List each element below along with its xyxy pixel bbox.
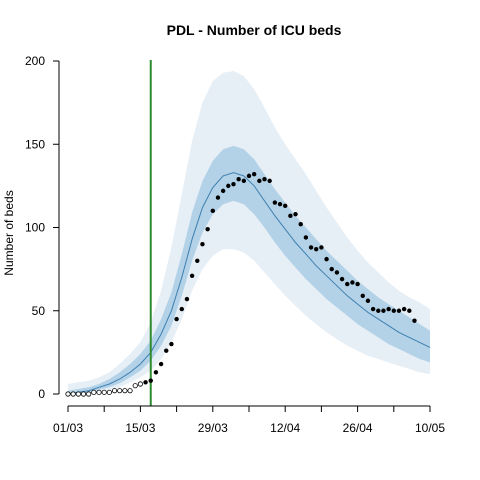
x-tick-label: 29/03 (198, 421, 228, 435)
observed-point-filled (329, 266, 334, 272)
median-projection-line (67, 172, 431, 395)
observed-point-open (132, 383, 138, 389)
observed-point-filled (401, 306, 407, 312)
observed-point-filled (179, 306, 184, 312)
observed-point-filled (257, 178, 262, 184)
observed-point-filled (205, 226, 210, 232)
observed-point-filled (319, 245, 324, 250)
observed-point-filled (396, 308, 402, 313)
observed-point-filled (334, 270, 340, 275)
observed-point-open (106, 389, 112, 395)
observed-point-filled (251, 172, 257, 177)
observed-points-before (65, 381, 143, 397)
observed-point-filled (308, 245, 314, 250)
observed-point-filled (293, 211, 298, 217)
outer-uncertainty-band (68, 71, 430, 394)
observed-point-filled (189, 273, 195, 278)
y-axis-label: Number of beds (2, 190, 16, 275)
observed-point-filled (391, 308, 396, 313)
x-tick-label: 10/05 (415, 421, 445, 435)
observed-point-open (91, 389, 97, 395)
x-tick-label: 12/04 (270, 421, 300, 435)
uncertainty-bands (68, 71, 430, 394)
y-tick-label: 100 (25, 221, 45, 235)
observed-point-filled (277, 201, 283, 207)
observed-point-open (101, 389, 107, 395)
observed-point-filled (360, 293, 365, 298)
x-axis: 01/03 15/03 29/03 12/04 26/04 10/05 (53, 405, 445, 435)
observed-points-after (143, 172, 417, 385)
observed-point-open (70, 391, 76, 397)
observed-point-open (137, 381, 143, 387)
observed-point-filled (267, 178, 272, 184)
observed-point-filled (153, 370, 159, 375)
observed-point-filled (210, 208, 215, 214)
observed-point-filled (236, 177, 241, 182)
observed-point-filled (215, 195, 221, 200)
observed-point-filled (164, 348, 169, 353)
observed-point-filled (370, 306, 376, 312)
observed-point-filled (298, 221, 303, 227)
observed-point-open (86, 391, 92, 397)
y-tick-label: 0 (38, 387, 45, 401)
observed-point-filled (288, 213, 293, 219)
observed-point-filled (158, 361, 164, 367)
x-tick-label: 26/04 (343, 421, 373, 435)
observed-point-open (80, 391, 87, 397)
observed-point-filled (314, 246, 319, 252)
y-tick-label: 150 (25, 137, 45, 151)
observed-point-filled (184, 296, 190, 302)
observed-point-open (96, 389, 102, 395)
observed-point-filled (376, 308, 381, 313)
observed-point-filled (386, 306, 391, 312)
observed-point-open (122, 388, 128, 394)
observed-point-open (65, 391, 71, 397)
observed-point-open (75, 391, 81, 397)
chart-title: PDL - Number of ICU beds (167, 22, 342, 38)
observed-point-open (117, 388, 123, 394)
observed-point-filled (231, 182, 236, 187)
observed-point-filled (407, 308, 412, 313)
observed-point-filled (226, 183, 231, 189)
observed-point-filled (195, 258, 200, 263)
observed-point-filled (381, 308, 386, 313)
observed-point-filled (143, 380, 148, 385)
observed-point-filled (345, 281, 350, 287)
observed-point-filled (350, 280, 355, 285)
observed-point-filled (174, 316, 179, 322)
observed-point-filled (148, 378, 153, 383)
observed-point-filled (412, 318, 417, 323)
y-tick-label: 200 (25, 54, 45, 68)
observed-point-filled (355, 281, 360, 287)
observed-point-filled (303, 235, 309, 240)
y-tick-label: 50 (32, 304, 46, 318)
observed-point-filled (220, 188, 226, 194)
observed-point-filled (200, 241, 205, 247)
observed-point-filled (262, 177, 267, 182)
observed-point-filled (283, 203, 288, 209)
observed-point-filled (339, 276, 345, 282)
inner-uncertainty-band (68, 145, 430, 394)
x-tick-label: 15/03 (125, 421, 155, 435)
observed-point-filled (365, 298, 371, 303)
observed-point-filled (241, 178, 247, 184)
x-tick-label: 01/03 (53, 421, 83, 435)
observed-point-filled (272, 200, 278, 205)
observed-point-open (127, 388, 133, 394)
observed-point-open (111, 388, 118, 394)
observed-point-filled (169, 341, 174, 347)
observed-point-filled (324, 256, 329, 262)
y-axis: 0 50 100 150 200 (25, 54, 60, 401)
observed-point-filled (246, 173, 252, 179)
